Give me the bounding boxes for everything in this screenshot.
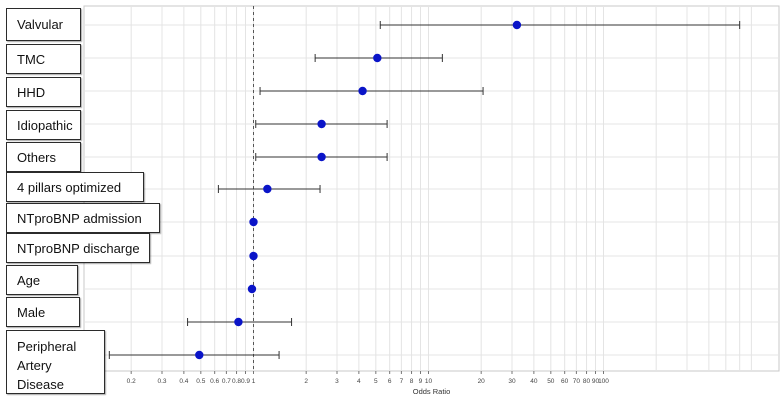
x-tick-label: 0.6 <box>210 378 219 385</box>
odds-ratio-point <box>373 53 382 63</box>
row-label: Idiopathic <box>6 110 81 140</box>
odds-ratio-point <box>249 217 258 227</box>
row-label: HHD <box>6 77 81 107</box>
odds-ratio-point <box>263 184 272 194</box>
odds-ratio-point <box>249 251 258 261</box>
x-tick-label: 60 <box>561 378 569 385</box>
x-tick-label: 0.8 <box>232 378 241 385</box>
row-label: Male <box>6 297 80 327</box>
row-label: 4 pillars optimized <box>6 172 144 202</box>
x-tick-label: 80 <box>583 378 591 385</box>
x-tick-label: 1 <box>252 378 256 385</box>
x-tick-label: 20 <box>478 378 486 385</box>
x-axis-title: Odds Ratio <box>413 387 451 396</box>
x-tick-label: 40 <box>530 378 538 385</box>
x-tick-label: 7 <box>400 378 404 385</box>
x-tick-label: 50 <box>547 378 555 385</box>
x-tick-label: 0.3 <box>157 378 166 385</box>
x-tick-label: 0.9 <box>241 378 250 385</box>
odds-ratio-point <box>512 20 522 30</box>
x-tick-label: 3 <box>335 378 339 385</box>
x-tick-label: 70 <box>573 378 581 385</box>
x-tick-label: 90 <box>592 378 600 385</box>
row-label: NTproBNP admission <box>6 203 160 233</box>
odds-ratio-point <box>195 350 204 360</box>
x-tick-label: 6 <box>388 378 392 385</box>
odds-ratio-point <box>317 119 326 129</box>
x-tick-label: 4 <box>357 378 361 385</box>
x-tick-label: 8 <box>410 378 414 385</box>
x-tick-label: 0.5 <box>196 378 205 385</box>
row-label: TMC <box>6 44 81 74</box>
x-tick-label: 0.7 <box>222 378 231 385</box>
x-tick-label: 0.4 <box>179 378 188 385</box>
row-label: NTproBNP discharge <box>6 233 150 263</box>
x-tick-label: 2 <box>304 378 308 385</box>
x-tick-label: 30 <box>508 378 516 385</box>
x-tick-label: 9 <box>419 378 423 385</box>
odds-ratio-point <box>247 284 257 294</box>
row-label: Peripheral Artery Disease <box>6 330 105 394</box>
x-tick-label: 100 <box>598 378 609 385</box>
x-tick-label: 10 <box>425 378 433 385</box>
row-label: Valvular <box>6 8 81 41</box>
odds-ratio-point <box>317 152 326 162</box>
odds-ratio-point <box>234 317 243 327</box>
odds-ratio-point <box>358 86 367 96</box>
row-label: Others <box>6 142 81 172</box>
x-tick-label: 0.2 <box>127 378 136 385</box>
x-tick-label: 5 <box>374 378 378 385</box>
row-label: Age <box>6 265 78 295</box>
